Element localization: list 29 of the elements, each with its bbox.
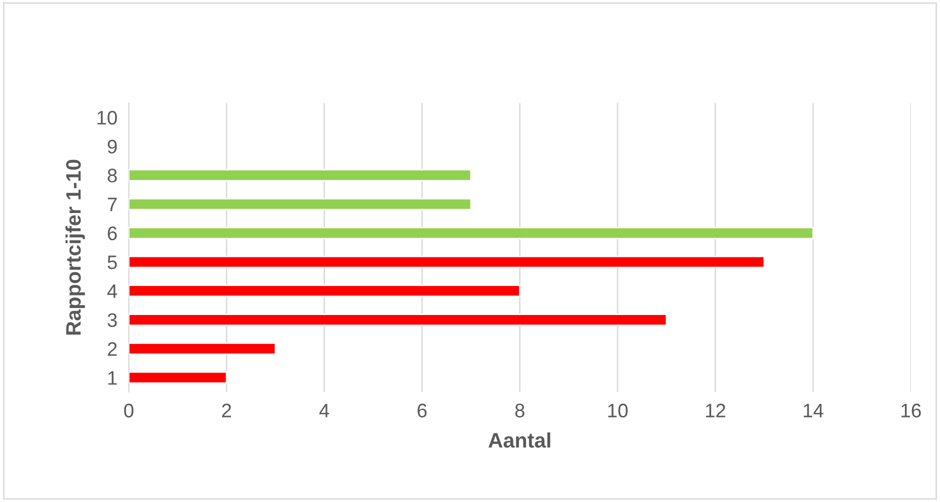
- y-tick-label: 9: [108, 140, 117, 154]
- y-axis-title: Rapportcijfer 1-10: [66, 160, 85, 335]
- y-tick-label: 2: [108, 342, 117, 356]
- bar: [128, 371, 228, 384]
- x-tick-label: 8: [515, 404, 524, 418]
- x-tick-label: 14: [804, 404, 824, 418]
- bar: [128, 256, 765, 268]
- bar: [128, 169, 472, 182]
- x-axis-title: Aantal: [488, 432, 550, 448]
- y-tick-label: 3: [108, 313, 117, 328]
- x-tick-label: 16: [902, 404, 921, 418]
- x-tick-label: 10: [608, 404, 628, 418]
- x-tick-label: 12: [706, 404, 726, 418]
- x-tick-label: 4: [319, 404, 330, 418]
- bar: [128, 284, 521, 298]
- bar: [128, 226, 814, 240]
- x-tick-label: 6: [418, 404, 427, 418]
- x-tick-label: 0: [124, 404, 134, 418]
- bar: [128, 198, 472, 210]
- y-tick-label: 5: [108, 256, 117, 270]
- y-tick-label: 10: [98, 110, 117, 125]
- bar: [128, 342, 276, 355]
- y-tick-label: 7: [108, 198, 117, 212]
- y-tick-label: 1: [108, 371, 117, 385]
- y-tick-label: 4: [107, 284, 118, 298]
- y-tick-label: 6: [108, 226, 117, 240]
- y-tick-label: 8: [108, 168, 117, 182]
- x-tick-label: 2: [222, 404, 231, 418]
- bar: [128, 314, 668, 326]
